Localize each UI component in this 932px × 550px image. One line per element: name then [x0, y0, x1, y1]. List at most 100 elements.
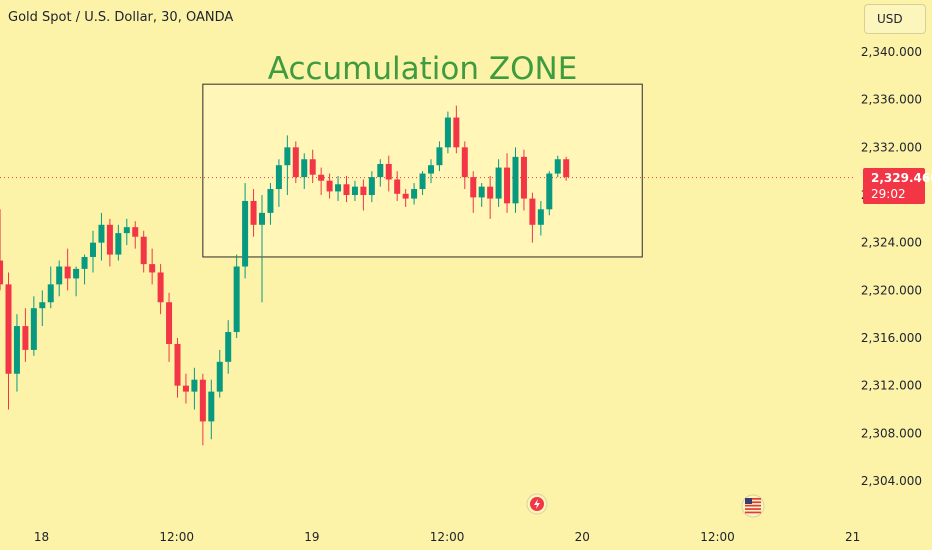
candle[interactable]	[13, 314, 20, 392]
candle[interactable]	[335, 175, 342, 201]
candle-body	[259, 212, 265, 225]
candle[interactable]	[529, 192, 536, 243]
candle[interactable]	[56, 260, 63, 297]
candle[interactable]	[191, 367, 198, 410]
candle[interactable]	[326, 173, 333, 199]
candle-body	[73, 268, 80, 279]
candle[interactable]	[259, 195, 265, 303]
candle[interactable]	[351, 180, 358, 201]
candle[interactable]	[106, 218, 113, 267]
last-price-value: 2,329.460	[871, 171, 932, 185]
us-flag-canton	[745, 498, 752, 504]
candle-body	[478, 186, 485, 198]
candle[interactable]	[394, 171, 401, 201]
candle[interactable]	[453, 105, 460, 154]
candle[interactable]	[242, 183, 249, 279]
candle-body	[30, 308, 37, 350]
candle[interactable]	[199, 373, 206, 446]
candle[interactable]	[250, 189, 257, 237]
candle[interactable]	[512, 147, 519, 213]
candle[interactable]	[174, 338, 181, 398]
candle[interactable]	[546, 171, 553, 216]
accumulation-zone-box[interactable]	[202, 83, 643, 258]
candle[interactable]	[419, 171, 426, 195]
candle[interactable]	[292, 141, 299, 184]
candle-body	[554, 159, 561, 174]
candle[interactable]	[73, 266, 80, 297]
candle-body	[368, 177, 375, 195]
candle-body	[411, 189, 418, 199]
candle[interactable]	[267, 183, 274, 225]
candle[interactable]	[554, 155, 561, 178]
candle-body	[402, 193, 409, 199]
candle[interactable]	[275, 159, 282, 207]
candle[interactable]	[39, 290, 46, 327]
candle[interactable]	[216, 349, 223, 398]
candle[interactable]	[233, 254, 240, 338]
candle[interactable]	[444, 111, 451, 154]
candle[interactable]	[343, 175, 350, 203]
candle-body	[182, 385, 189, 392]
candle[interactable]	[478, 183, 485, 207]
candle-body	[520, 156, 527, 199]
candle[interactable]	[47, 266, 54, 309]
candle[interactable]	[318, 167, 325, 195]
candle[interactable]	[182, 373, 189, 404]
candle[interactable]	[22, 308, 29, 362]
candle[interactable]	[537, 200, 544, 236]
candle[interactable]	[30, 296, 37, 356]
candle[interactable]	[301, 153, 308, 190]
candle[interactable]	[0, 209, 4, 291]
us-flag-icon[interactable]	[741, 494, 765, 518]
candle[interactable]	[487, 175, 494, 219]
candle[interactable]	[81, 254, 88, 285]
candle[interactable]	[225, 320, 232, 374]
candle[interactable]	[495, 159, 502, 207]
candle[interactable]	[309, 149, 316, 184]
candle-body	[394, 179, 401, 194]
currency-button[interactable]: USD	[864, 4, 926, 34]
candle[interactable]	[436, 141, 443, 172]
candle[interactable]	[385, 155, 392, 192]
candle[interactable]	[368, 171, 375, 203]
candle-body	[225, 332, 232, 362]
candle[interactable]	[140, 230, 147, 273]
candle[interactable]	[284, 135, 291, 195]
candle[interactable]	[402, 189, 409, 207]
symbol-title[interactable]: Gold Spot / U.S. Dollar, 30, OANDA	[8, 10, 234, 25]
candle[interactable]	[377, 159, 384, 187]
flash-icon[interactable]	[526, 493, 548, 515]
candle-body	[5, 284, 12, 374]
candle[interactable]	[461, 141, 468, 190]
candle-body	[326, 180, 333, 192]
candle[interactable]	[563, 156, 570, 181]
candle[interactable]	[132, 221, 139, 249]
time-axis-label: 21	[845, 530, 860, 544]
candle[interactable]	[98, 212, 105, 261]
candle[interactable]	[428, 159, 434, 184]
candle[interactable]	[520, 149, 527, 211]
candle-body	[81, 256, 88, 269]
candle-body	[13, 326, 20, 374]
candle[interactable]	[115, 224, 122, 261]
candle-body	[546, 173, 553, 210]
candle[interactable]	[166, 292, 173, 362]
candle[interactable]	[90, 230, 96, 273]
candle[interactable]	[149, 248, 156, 285]
candle[interactable]	[64, 248, 71, 291]
us-flag-stripe	[745, 498, 761, 500]
candle[interactable]	[360, 179, 367, 211]
candle-body	[191, 379, 198, 392]
candle[interactable]	[157, 264, 164, 315]
price-axis-label: 2,312.000	[861, 379, 922, 393]
candle[interactable]	[123, 218, 130, 246]
candle[interactable]	[411, 183, 418, 205]
candle[interactable]	[504, 153, 511, 213]
candle-body	[343, 184, 350, 195]
candle[interactable]	[5, 272, 12, 410]
candle[interactable]	[470, 171, 477, 213]
candle[interactable]	[208, 379, 215, 440]
time-axis-label: 12:00	[430, 530, 465, 544]
